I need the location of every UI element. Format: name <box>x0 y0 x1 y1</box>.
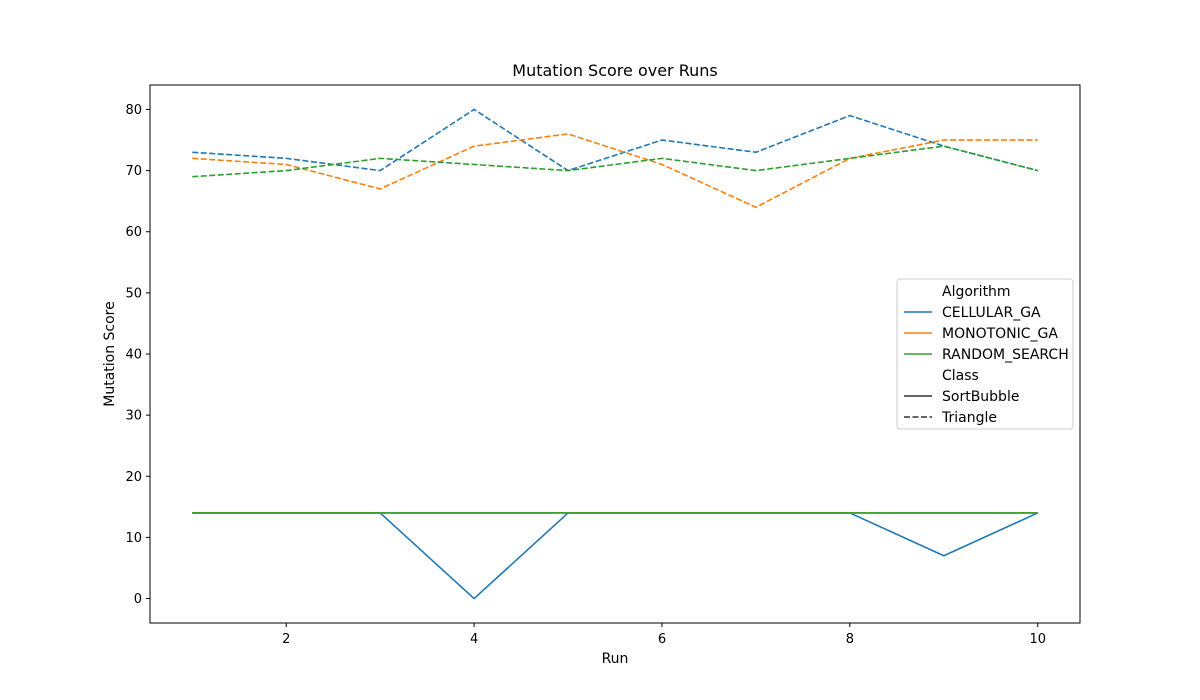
y-tick-label: 70 <box>125 164 142 179</box>
legend-item-label: Triangle <box>941 410 997 426</box>
x-tick-label: 6 <box>658 632 666 647</box>
x-tick-label: 8 <box>846 632 854 647</box>
series-line-cellular-ga-sortbubble <box>192 512 1039 600</box>
y-tick-label: 0 <box>134 592 142 607</box>
y-tick-label: 80 <box>125 103 142 118</box>
y-tick-label: 30 <box>125 409 142 424</box>
y-tick-label: 50 <box>125 286 142 301</box>
legend-header-class: Class <box>942 368 979 384</box>
legend-item-label: CELLULAR_GA <box>942 305 1041 321</box>
y-axis-label: Mutation Score <box>102 301 118 407</box>
legend-box <box>896 278 1074 430</box>
series-layer <box>192 108 1039 600</box>
x-tick-label: 2 <box>282 632 290 647</box>
y-tick-label: 60 <box>125 225 142 240</box>
y-axis: 0 10 20 30 40 50 60 70 80 <box>125 103 150 607</box>
x-tick-label: 10 <box>1029 632 1046 647</box>
legend-item-label: RANDOM_SEARCH <box>942 347 1069 363</box>
y-tick-label: 40 <box>125 348 142 363</box>
chart-title: Mutation Score over Runs <box>512 61 717 80</box>
legend: Algorithm CELLULAR_GA MONOTONIC_GA RANDOM_S… <box>896 278 1074 430</box>
y-tick-label: 20 <box>125 470 142 485</box>
x-tick-label: 4 <box>470 632 478 647</box>
legend-item-label: SortBubble <box>942 389 1019 405</box>
y-tick-label: 10 <box>125 531 142 546</box>
series-line-monotonic-ga-triangle <box>192 133 1038 209</box>
legend-header-algorithm: Algorithm <box>942 284 1011 300</box>
series-line-random-search-triangle <box>192 145 1038 178</box>
x-axis-label: Run <box>602 651 629 667</box>
legend-item-label: MONOTONIC_GA <box>942 326 1058 342</box>
x-axis: 2 4 6 8 10 <box>282 623 1046 647</box>
series-line-cellular-ga-triangle <box>192 108 1038 172</box>
